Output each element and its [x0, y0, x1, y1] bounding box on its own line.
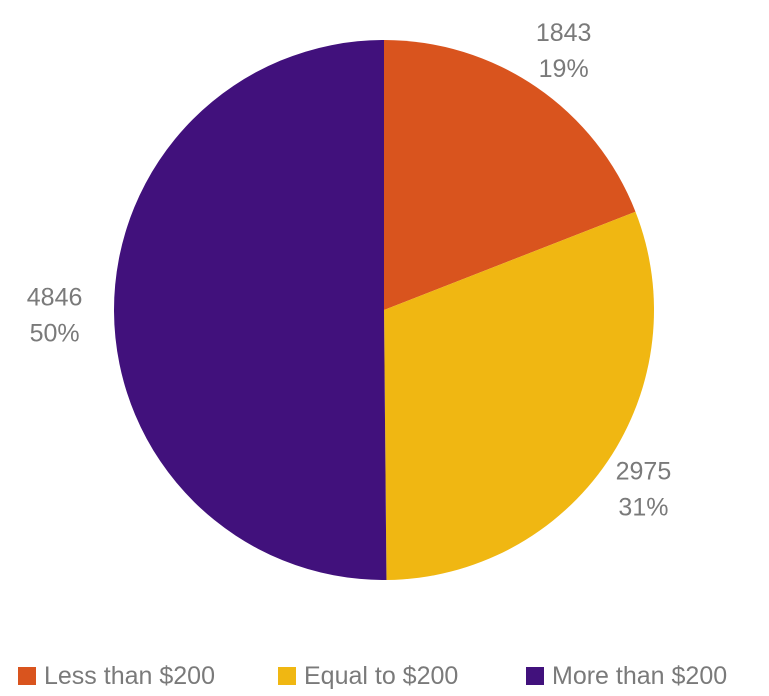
data-label-value: 4846	[27, 283, 83, 311]
pie-data-labels: 1843 19% 2975 31% 4846 50%	[27, 19, 671, 522]
data-label-percent: 50%	[30, 319, 80, 347]
legend-swatch-less-than-200	[18, 667, 36, 685]
legend-label-equal-to-200: Equal to $200	[304, 661, 459, 690]
data-label-percent: 31%	[618, 493, 668, 521]
data-label-value: 2975	[616, 457, 672, 485]
pie-slice-less-than-200	[384, 40, 636, 310]
data-label-value: 1843	[536, 19, 592, 47]
legend-label-more-than-200: More than $200	[552, 661, 728, 690]
legend-item-equal-to-200: Equal to $200	[278, 656, 458, 696]
pie-slice-more-than-200	[114, 40, 387, 580]
pie-slices	[114, 40, 655, 580]
legend-label-less-than-200: Less than $200	[44, 661, 215, 690]
pie-slice-equal-to-200	[384, 211, 655, 580]
pie-chart: 1843 19% 2975 31% 4846 50%	[27, 19, 671, 580]
legend-item-less-than-200: Less than $200	[18, 656, 215, 696]
legend: Less than $200 Equal to $200 More than $…	[0, 656, 769, 696]
legend-item-more-than-200: More than $200	[526, 656, 727, 696]
legend-swatch-more-than-200	[526, 667, 544, 685]
legend-swatch-equal-to-200	[278, 667, 296, 685]
data-label-percent: 19%	[539, 55, 589, 83]
